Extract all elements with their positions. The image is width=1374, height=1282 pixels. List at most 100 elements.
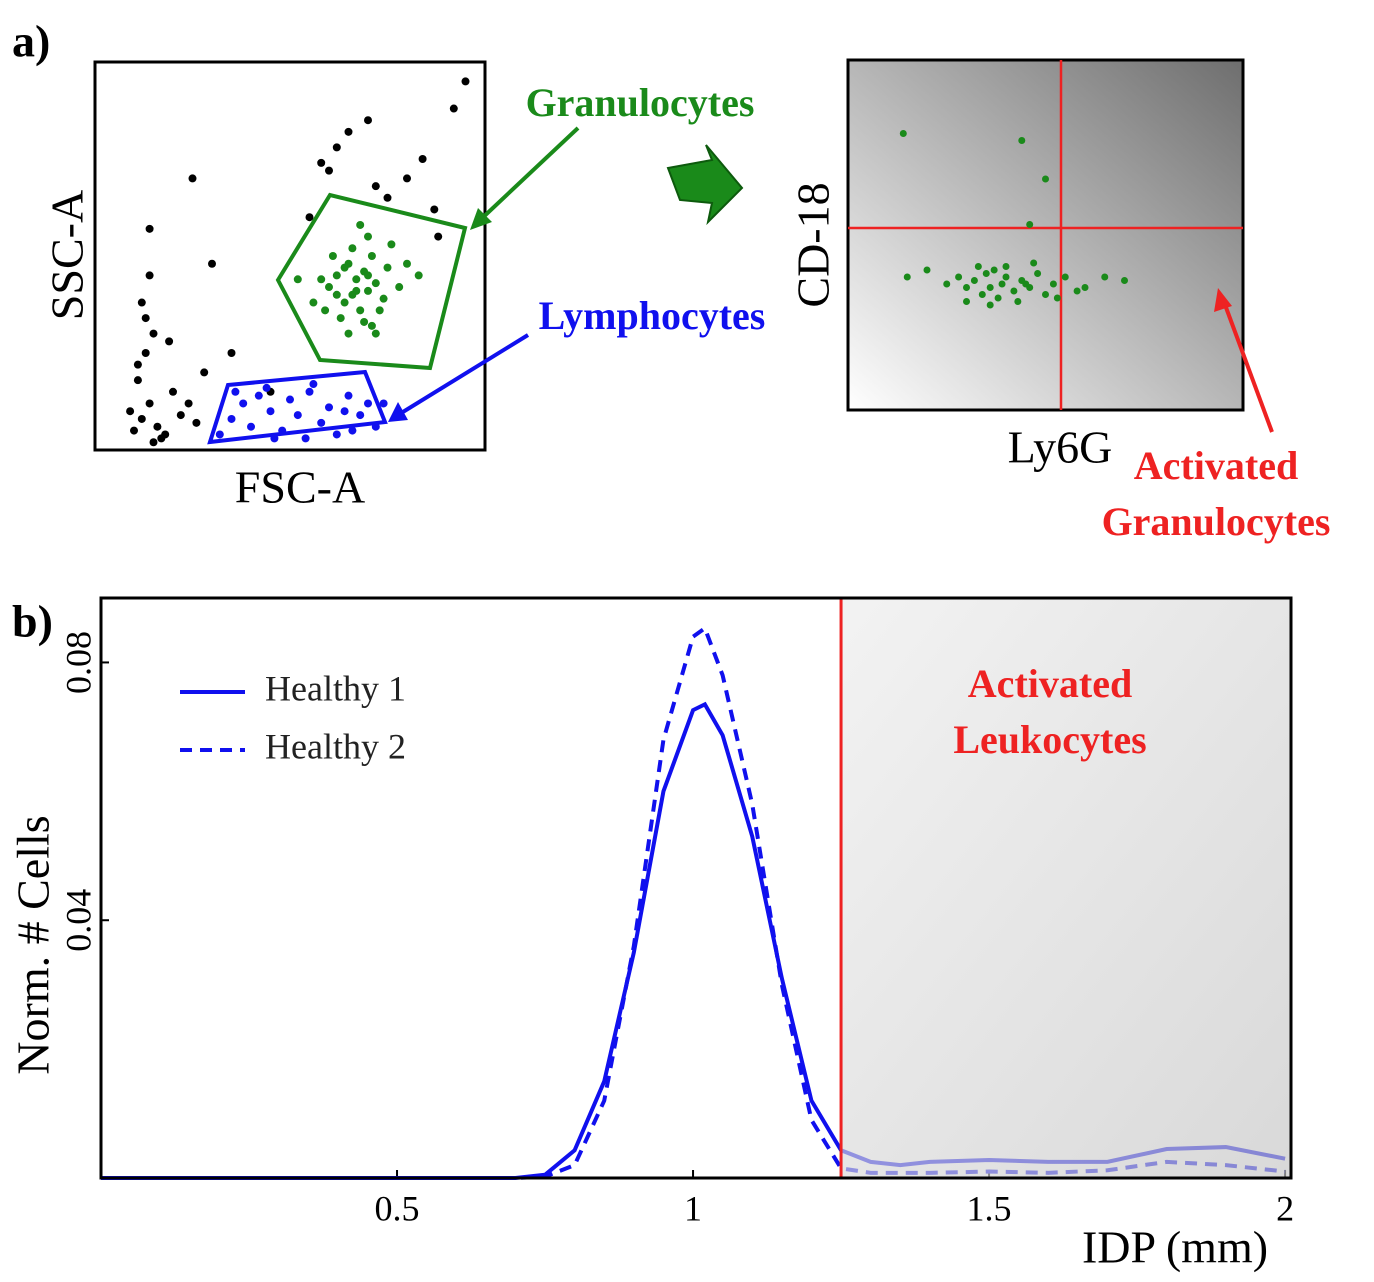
x-tick-label: 2: [1276, 1188, 1294, 1228]
point: [145, 271, 154, 280]
point: [352, 286, 361, 295]
point: [387, 240, 396, 249]
point: [352, 275, 361, 284]
flow-arrow: [666, 144, 744, 226]
point: [200, 368, 209, 377]
point: [1010, 287, 1018, 295]
point: [1101, 273, 1109, 281]
arrow-head: [470, 208, 492, 230]
point: [356, 411, 365, 420]
x-tick-label: 0.5: [375, 1188, 420, 1228]
point: [430, 205, 439, 214]
point: [325, 166, 333, 175]
point: [367, 252, 376, 260]
point: [133, 360, 142, 369]
gate: [275, 192, 468, 371]
point: [137, 414, 146, 423]
x-axis-label: Ly6G: [1008, 422, 1113, 473]
point: [165, 337, 174, 346]
point: [188, 174, 197, 183]
point: [434, 232, 443, 241]
point: [348, 426, 357, 435]
annotation: Leukocytes: [953, 717, 1146, 762]
y-tick-label: 0.08: [58, 631, 98, 694]
point: [414, 271, 423, 280]
point: [998, 280, 1006, 288]
point: [1053, 294, 1061, 302]
point: [990, 266, 998, 274]
point: [231, 387, 240, 396]
point: [153, 422, 162, 431]
arrow: [476, 126, 580, 224]
point: [383, 263, 392, 272]
point: [1002, 273, 1010, 281]
point: [126, 407, 135, 416]
point: [340, 407, 349, 416]
plot-frame: [93, 60, 487, 452]
point: [403, 174, 411, 183]
point: [305, 387, 314, 396]
point: [336, 314, 345, 323]
arrow-head: [388, 402, 408, 422]
point: [986, 284, 994, 291]
point: [293, 411, 302, 420]
panel-label: a): [12, 16, 50, 67]
legend-label: Healthy 2: [265, 726, 406, 766]
point: [978, 291, 986, 298]
point: [286, 395, 294, 404]
plot-frame: [846, 58, 1245, 412]
point: [149, 438, 158, 447]
point: [309, 298, 318, 307]
y-axis-label: SSC-A: [42, 190, 93, 320]
point: [227, 414, 236, 423]
point: [1014, 298, 1022, 305]
point: [141, 314, 150, 323]
point: [360, 317, 369, 326]
point: [974, 263, 982, 270]
point: [1061, 273, 1069, 281]
point: [379, 399, 388, 408]
point: [963, 284, 970, 291]
point: [899, 130, 907, 137]
x-tick-label: 1.5: [967, 1188, 1012, 1228]
point: [1042, 175, 1049, 183]
arrow: [396, 333, 530, 417]
point: [1018, 137, 1026, 144]
point: [332, 271, 341, 280]
point: [332, 143, 341, 152]
point: [332, 430, 341, 439]
point: [1042, 291, 1049, 298]
point: [317, 158, 326, 167]
point: [403, 259, 411, 268]
point: [1030, 259, 1038, 267]
point: [325, 283, 333, 292]
point: [1034, 270, 1042, 277]
shaded-region: [841, 598, 1291, 1178]
point: [130, 426, 138, 435]
point: [963, 298, 970, 305]
point: [364, 286, 372, 295]
point: [344, 391, 353, 400]
point: [145, 224, 154, 233]
point: [321, 306, 330, 315]
annotation: Lymphocytes: [539, 293, 766, 338]
point: [982, 270, 990, 277]
point: [293, 275, 302, 284]
point: [364, 271, 372, 280]
point: [141, 349, 150, 357]
point: [254, 391, 263, 400]
point: [1002, 263, 1010, 270]
point: [301, 434, 310, 443]
point: [208, 259, 216, 268]
point: [379, 294, 388, 303]
point: [340, 263, 349, 272]
point: [364, 232, 372, 241]
point: [1073, 287, 1081, 295]
point: [239, 399, 248, 408]
point: [332, 290, 341, 299]
scatter-plot: [846, 58, 1245, 412]
annotation: Activated: [1134, 443, 1298, 488]
point: [157, 434, 166, 443]
